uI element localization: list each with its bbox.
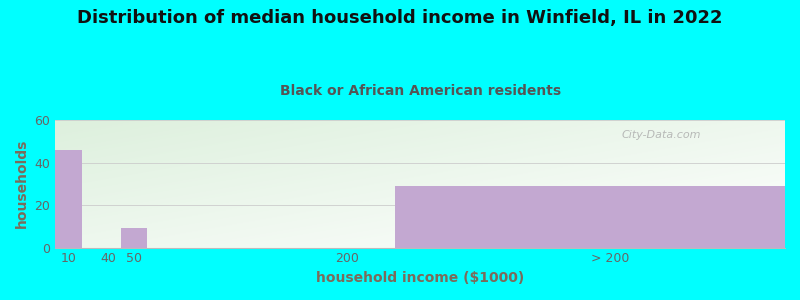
Bar [55,150,82,247]
Y-axis label: households: households [15,139,29,229]
Bar [121,228,147,248]
X-axis label: household income ($1000): household income ($1000) [316,271,524,285]
Text: City-Data.com: City-Data.com [621,130,701,140]
Text: Distribution of median household income in Winfield, IL in 2022: Distribution of median household income … [78,9,722,27]
Title: Black or African American residents: Black or African American residents [279,84,561,98]
Bar [394,186,785,248]
